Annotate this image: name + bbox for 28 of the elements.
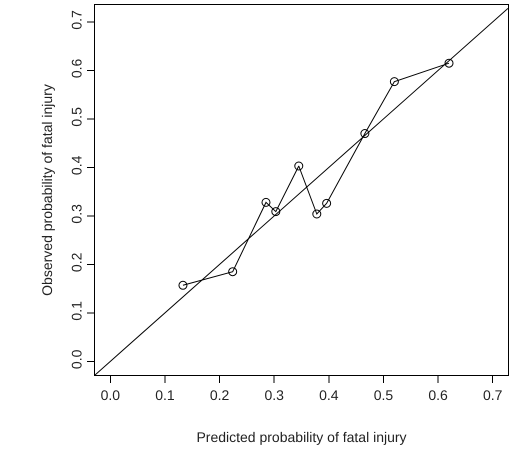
point bbox=[390, 77, 399, 86]
x-tick-label: 0.1 bbox=[155, 386, 175, 403]
point bbox=[271, 207, 280, 216]
x-tick-label: 0.5 bbox=[374, 386, 394, 403]
y-axis-title: Observed probability of fatal injury bbox=[39, 84, 55, 296]
y-tick-label: 0.1 bbox=[68, 300, 84, 321]
point bbox=[360, 129, 370, 138]
y-tick-label: 0.4 bbox=[68, 155, 84, 176]
point bbox=[444, 58, 454, 68]
y-tick-label: 0.3 bbox=[68, 204, 84, 224]
point bbox=[312, 210, 322, 218]
point bbox=[228, 267, 238, 276]
y-tick-label: 0.2 bbox=[68, 252, 84, 272]
x-tick-label: 0.2 bbox=[210, 386, 230, 403]
x-tick-label: 0.7 bbox=[482, 386, 503, 403]
x-tick-label: 0.0 bbox=[100, 386, 120, 403]
x-tick-label: 0.3 bbox=[264, 386, 284, 403]
y-tick-label: 0.5 bbox=[68, 106, 84, 127]
y-tick-label: 0.6 bbox=[68, 58, 84, 78]
x-tick-label: 0.4 bbox=[319, 386, 339, 403]
point bbox=[261, 198, 270, 207]
x-tick-label: 0.6 bbox=[428, 386, 448, 403]
x-axis-title: Predicted probability of fatal injury bbox=[196, 429, 407, 446]
point bbox=[178, 280, 188, 290]
y-tick-label: 0.0 bbox=[68, 349, 84, 370]
y-tick-label: 0.7 bbox=[68, 10, 84, 30]
point bbox=[294, 162, 304, 170]
point bbox=[322, 198, 332, 208]
